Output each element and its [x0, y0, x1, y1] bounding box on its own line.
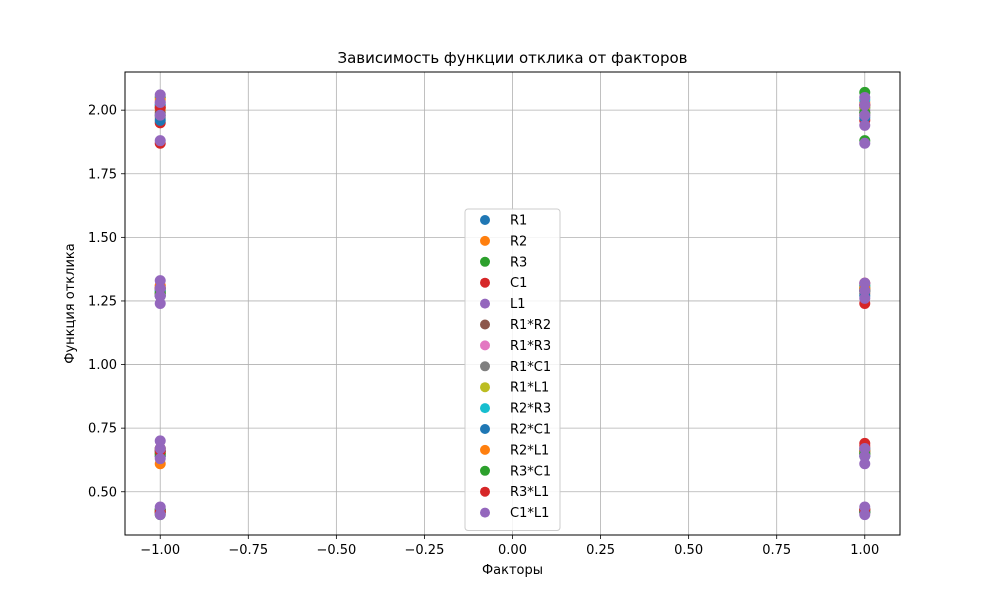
legend-label-c1-l1: C1*L1	[510, 506, 549, 521]
x-tick-label: 0.75	[762, 543, 791, 558]
legend-label-r2-l1: R2*L1	[510, 443, 549, 458]
y-tick-label: 1.25	[88, 294, 117, 309]
legend-marker-r3	[480, 256, 490, 267]
legend-marker-r1-r2	[480, 319, 490, 330]
legend-marker-l1	[480, 298, 490, 309]
x-tick-label: −1.00	[140, 543, 180, 558]
legend-marker-r1	[480, 215, 490, 225]
legend-marker-c1-l1	[480, 507, 490, 518]
y-tick-label: 0.75	[88, 422, 117, 437]
y-axis-title: Функция отклика	[63, 243, 78, 363]
legend-label-l1: L1	[510, 297, 526, 312]
legend-label-r2: R2	[510, 234, 527, 249]
chart-title: Зависимость функции отклика от факторов	[337, 49, 687, 67]
legend: R1 R2 R3 C1 L1 R1*R2 R1*R3 R1*C1 R1*L1 R2*R3 R2*C1…	[464, 208, 561, 531]
data-point-c1-l1	[859, 292, 871, 304]
x-tick-label: 0.00	[498, 543, 527, 558]
data-point-c1-l1	[154, 282, 166, 294]
data-points	[154, 86, 871, 521]
data-point-c1-l1	[859, 458, 871, 470]
x-tick-label: 0.50	[674, 543, 703, 558]
data-point-c1-l1	[154, 290, 166, 302]
x-tick-label: −0.50	[316, 543, 356, 558]
data-point-c1-l1	[859, 285, 871, 297]
legend-marker-r3-c1	[480, 465, 490, 476]
data-point-c1-l1	[859, 443, 871, 455]
data-point-c1-l1	[154, 89, 166, 101]
data-point-c1-l1	[859, 277, 871, 289]
y-tick-label: 1.50	[88, 231, 117, 246]
legend-marker-r2-r3	[480, 403, 490, 414]
data-point-c1-l1	[154, 275, 166, 287]
data-point-c1-l1	[154, 443, 166, 455]
legend-label-r1-c1: R1*C1	[510, 360, 551, 375]
data-point-c1-l1	[859, 501, 871, 513]
legend-label-r1-r3: R1*R3	[510, 339, 551, 354]
x-tick-label: 1.00	[850, 543, 879, 558]
y-tick-label: 2.00	[88, 104, 117, 119]
legend-marker-r1-r3	[480, 340, 490, 351]
legend-marker-c1	[480, 277, 490, 288]
legend-label-r3-c1: R3*C1	[510, 464, 551, 479]
legend-label-r1: R1	[510, 214, 527, 229]
data-point-c1-l1	[859, 109, 871, 121]
data-point-c1-l1	[859, 450, 871, 462]
legend-marker-r2	[480, 235, 490, 246]
data-point-c1-l1	[859, 119, 871, 131]
legend-marker-r2-c1	[480, 424, 490, 434]
data-point-c1-l1	[154, 435, 166, 447]
legend-label-r3-l1: R3*L1	[510, 485, 549, 500]
x-tick-label: −0.25	[405, 543, 445, 558]
legend-label-r1-l1: R1*L1	[510, 381, 549, 396]
y-tick-label: 1.00	[88, 358, 117, 373]
data-point-c1-l1	[859, 137, 871, 149]
x-tick-label: −0.75	[228, 543, 268, 558]
legend-marker-r1-c1	[480, 361, 490, 372]
data-point-c1-l1	[859, 91, 871, 103]
data-point-c1-l1	[154, 501, 166, 513]
y-tick-label: 1.75	[88, 167, 117, 182]
data-point-c1-l1	[154, 298, 166, 309]
data-point-c1-l1	[154, 97, 166, 109]
data-point-c1-l1	[154, 135, 166, 147]
data-point-c1-l1	[859, 509, 871, 521]
axis-ticks: −1.00 −0.75 −0.50 −0.25 0.00 0.25 0.50 0.75 1.00…	[88, 104, 879, 558]
x-tick-label: 0.25	[586, 543, 615, 558]
legend-label-r1-r2: R1*R2	[510, 318, 551, 333]
legend-label-r2-c1: R2*C1	[510, 423, 551, 438]
y-tick-label: 0.50	[88, 485, 117, 500]
data-point-c1-l1	[154, 109, 166, 121]
data-point-c1-l1	[154, 509, 166, 521]
legend-label-r2-r3: R2*R3	[510, 402, 551, 417]
x-axis-title: Факторы	[482, 563, 543, 578]
legend-marker-r2-l1	[480, 444, 490, 455]
data-point-c1-l1	[859, 99, 871, 111]
legend-label-r3: R3	[510, 255, 527, 270]
legend-label-c1: C1	[510, 276, 527, 291]
legend-marker-r3-l1	[480, 486, 490, 497]
legend-marker-r1-l1	[480, 382, 490, 393]
data-point-c1-l1	[154, 453, 166, 465]
